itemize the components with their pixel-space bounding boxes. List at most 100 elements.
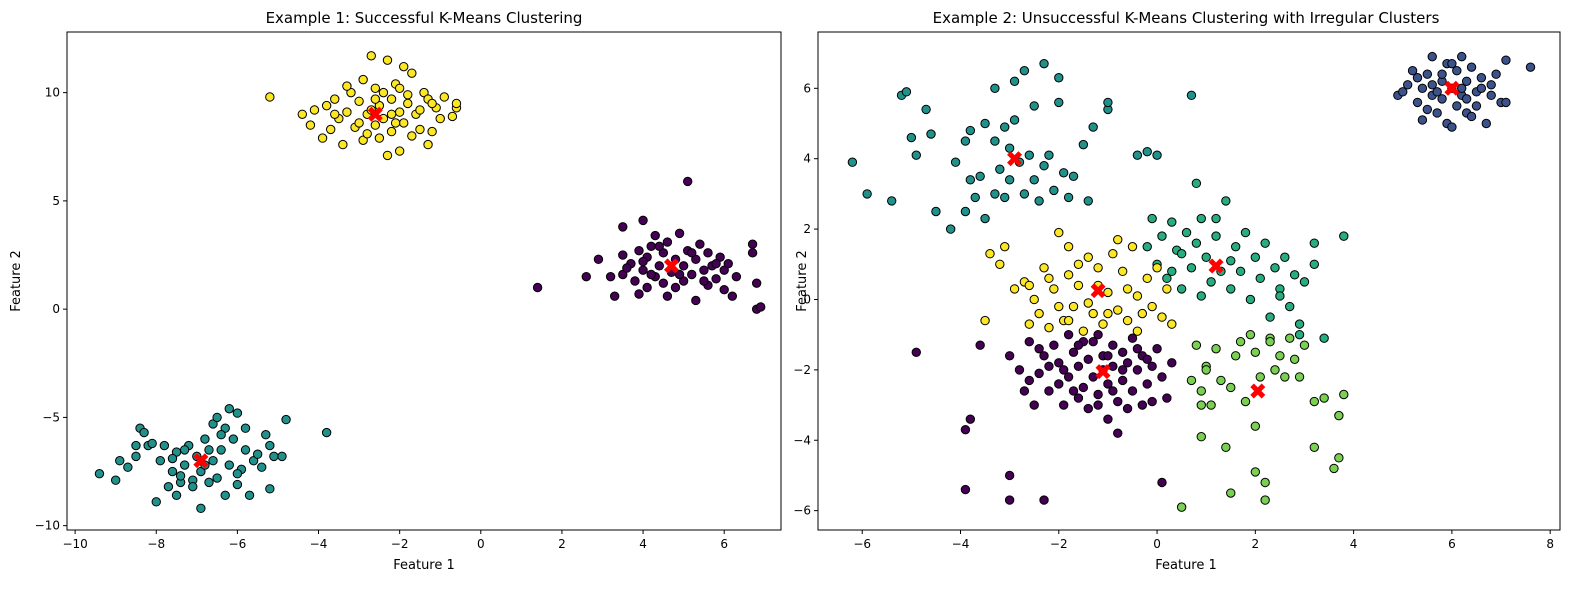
cluster-2-point: [1083, 196, 1093, 206]
x-tick-label: 8: [1546, 537, 1554, 551]
cluster-0-point: [1004, 470, 1015, 481]
cluster-2-point: [354, 96, 364, 106]
cluster-2-point: [330, 94, 340, 104]
cluster-1-point: [1398, 87, 1408, 97]
x-tick-label: −4: [310, 537, 328, 551]
cluster-1-point: [261, 430, 271, 440]
cluster-0-point: [687, 248, 697, 258]
cluster-3-point: [1186, 263, 1197, 273]
cluster-4-point: [1334, 410, 1344, 421]
cluster-3-point: [1226, 256, 1236, 266]
cluster-5-point: [1093, 263, 1103, 273]
cluster-1-point: [281, 414, 291, 425]
cluster-3-point: [1196, 291, 1206, 301]
cluster-1-point: [1501, 55, 1511, 65]
y-tick-label: −6: [793, 504, 811, 518]
cluster-0-point: [1093, 329, 1103, 340]
cluster-2-point: [862, 189, 872, 199]
cluster-0-point: [1103, 351, 1113, 361]
cluster-1-point: [1402, 80, 1413, 90]
cluster-2-point: [330, 109, 340, 119]
centroid-marker: [663, 258, 679, 274]
cluster-0-point: [646, 269, 656, 280]
cluster-0-point: [593, 254, 604, 265]
cluster-0-point: [662, 237, 673, 247]
cluster-2-point: [382, 55, 393, 65]
centroid-marker: [1090, 283, 1106, 299]
cluster-1-point: [224, 404, 234, 414]
cluster-2-point: [309, 105, 320, 115]
x-tick-label: 2: [1252, 537, 1260, 551]
cluster-5-point: [1108, 249, 1118, 259]
cluster-3-point: [1176, 249, 1187, 259]
cluster-1-point: [252, 449, 263, 459]
cluster-0-point: [1039, 495, 1049, 505]
x-tick-label: 0: [477, 537, 485, 551]
y-tick-label: −10: [35, 519, 60, 533]
cluster-2-point: [1039, 58, 1049, 69]
y-tick-label: −5: [42, 410, 60, 424]
cluster-2-point: [386, 94, 397, 104]
cluster-0-point: [1004, 495, 1015, 505]
cluster-4-point: [1250, 347, 1261, 357]
cluster-5-point: [1039, 263, 1049, 273]
cluster-4-point: [1334, 453, 1344, 463]
subplot-2: Example 2: Unsuccessful K-Means Clusteri…: [793, 9, 1561, 573]
cluster-2-point: [399, 118, 409, 128]
cluster-0-point: [618, 250, 628, 260]
cluster-1-point: [1432, 108, 1442, 118]
cluster-1-point: [1461, 76, 1472, 86]
cluster-3-point: [1299, 277, 1310, 287]
cluster-2-point: [415, 105, 425, 115]
cluster-1-point: [175, 471, 186, 481]
x-tick-label: −2: [1050, 537, 1068, 551]
cluster-1-point: [131, 440, 141, 451]
cluster-5-point: [1147, 301, 1157, 312]
cluster-5-point: [1063, 241, 1074, 252]
cluster-0-point: [1167, 358, 1177, 368]
cluster-4-point: [1299, 340, 1310, 350]
cluster-2-point: [911, 150, 921, 160]
x-tick-label: 4: [639, 537, 647, 551]
cluster-4-point: [1285, 333, 1295, 343]
cluster-5-point: [1157, 312, 1167, 322]
cluster-0-point: [1108, 386, 1118, 396]
cluster-1-point: [155, 456, 166, 466]
cluster-4-point: [1235, 337, 1246, 347]
cluster-0-point: [1004, 351, 1015, 361]
cluster-0-point: [1093, 400, 1103, 410]
x-tick-label: −8: [147, 537, 165, 551]
cluster-0-point: [1034, 368, 1044, 379]
cluster-3-point: [1245, 294, 1256, 305]
cluster-4-point: [1221, 442, 1231, 452]
x-tick-label: −6: [853, 537, 871, 551]
cluster-2-point: [901, 87, 912, 97]
cluster-2-point: [354, 118, 364, 128]
cluster-0-point: [1108, 340, 1118, 350]
cluster-2-point: [382, 150, 393, 161]
cluster-1-point: [220, 490, 230, 501]
cluster-0-point: [605, 271, 616, 282]
x-axis-label: Feature 1: [393, 558, 455, 573]
cluster-5-point: [1009, 284, 1020, 294]
cluster-2-point: [394, 107, 405, 117]
cluster-2-point: [847, 157, 858, 167]
cluster-2-point: [265, 92, 275, 102]
cluster-3-point: [1250, 252, 1261, 262]
cluster-2-point: [1029, 101, 1039, 111]
cluster-1-point: [139, 427, 149, 438]
cluster-3-point: [1221, 196, 1231, 206]
cluster-1-point: [1422, 104, 1433, 115]
cluster-0-point: [1083, 354, 1093, 365]
cluster-4-point: [1260, 477, 1270, 488]
y-tick-label: 4: [803, 152, 811, 166]
cluster-2-point: [1019, 189, 1030, 199]
cluster-2-point: [394, 146, 405, 156]
cluster-5-point: [995, 259, 1005, 269]
cluster-5-point: [1063, 315, 1074, 326]
cluster-0-point: [1117, 365, 1128, 375]
cluster-5-point: [1068, 301, 1079, 312]
cluster-3-point: [1226, 284, 1236, 294]
cluster-2-point: [386, 126, 397, 137]
cluster-2-point: [338, 139, 348, 150]
